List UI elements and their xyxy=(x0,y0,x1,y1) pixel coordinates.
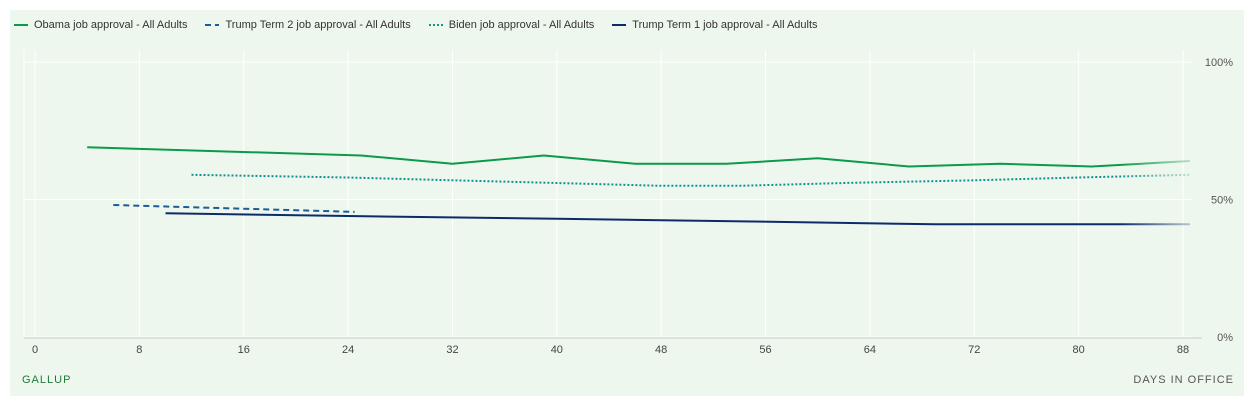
y-tick-label: 50% xyxy=(1211,195,1233,207)
series-line-2 xyxy=(191,173,1191,187)
legend-swatch xyxy=(14,24,28,26)
x-tick-label: 8 xyxy=(136,344,142,356)
x-tick-label: 64 xyxy=(864,344,876,356)
series-line-1 xyxy=(113,204,355,213)
legend-item-trump-term-1[interactable]: Trump Term 1 job approval - All Adults xyxy=(612,19,818,31)
source-label: GALLUP xyxy=(22,374,72,386)
series-line-3 xyxy=(165,212,1190,226)
legend-swatch xyxy=(205,24,220,26)
x-tick-label: 24 xyxy=(342,344,354,356)
legend-label: Obama job approval - All Adults xyxy=(34,19,188,31)
x-tick-label: 16 xyxy=(238,344,250,356)
chart-panel xyxy=(10,10,1244,396)
legend-label: Biden job approval - All Adults xyxy=(448,19,595,31)
x-tick-label: 0 xyxy=(32,344,38,356)
x-tick-label: 32 xyxy=(446,344,458,356)
x-tick-label: 56 xyxy=(759,344,771,356)
x-axis-title: DAYS IN OFFICE xyxy=(1133,374,1234,386)
x-tick-label: 80 xyxy=(1073,344,1085,356)
y-tick-label: 100% xyxy=(1205,57,1233,69)
legend-swatch xyxy=(612,24,627,26)
legend-label: Trump Term 2 job approval - All Adults xyxy=(225,19,411,31)
x-tick-label: 40 xyxy=(551,344,563,356)
x-tick-label: 88 xyxy=(1177,344,1189,356)
legend-item-obama[interactable]: Obama job approval - All Adults xyxy=(14,19,187,31)
legend-item-trump-term-2[interactable]: Trump Term 2 job approval - All Adults xyxy=(205,19,411,31)
x-tick-label: 48 xyxy=(655,344,667,356)
axes: 0 8 16 24 32 40 48 56 64 72 80 88 100% 50% 0% xyxy=(24,57,1233,356)
grid-lines xyxy=(23,50,1193,338)
legend-item-biden[interactable]: Biden job approval - All Adults xyxy=(428,19,595,31)
series-lines xyxy=(87,146,1191,226)
chart-legend: Obama job approval - All Adults Trump Te… xyxy=(14,19,836,31)
series-line-0 xyxy=(87,146,1191,168)
x-tick-label: 72 xyxy=(968,344,980,356)
y-tick-label: 0% xyxy=(1217,332,1233,344)
legend-label: Trump Term 1 job approval - All Adults xyxy=(632,19,818,31)
